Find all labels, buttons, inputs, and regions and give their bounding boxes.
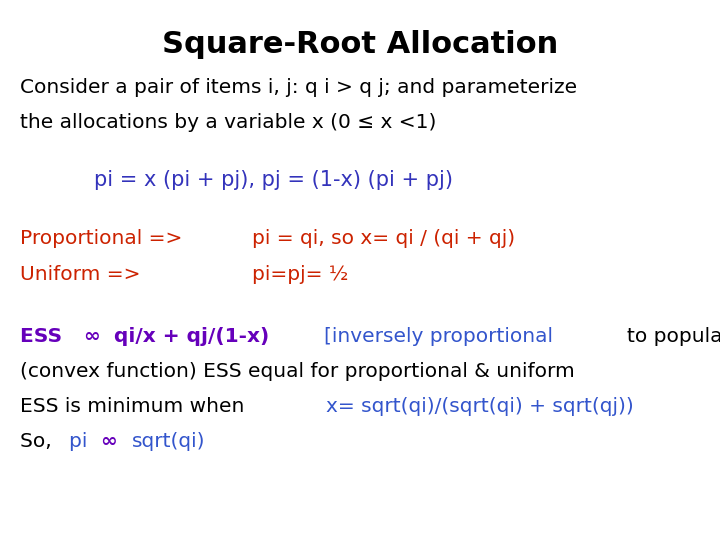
Text: Proportional =>: Proportional => (20, 230, 183, 248)
Text: pi=pj= ½: pi=pj= ½ (252, 265, 348, 284)
Text: Consider a pair of items i, j: q i > q j; and parameterize: Consider a pair of items i, j: q i > q j… (20, 78, 577, 97)
Text: sqrt(qi): sqrt(qi) (132, 432, 205, 451)
Text: So,: So, (20, 432, 58, 451)
Text: Uniform =>: Uniform => (20, 265, 140, 284)
Text: x= sqrt(qi)/(sqrt(qi) + sqrt(qj)): x= sqrt(qi)/(sqrt(qi) + sqrt(qj)) (326, 397, 634, 416)
Text: pi: pi (69, 432, 94, 451)
Text: qi/x + qj/(1-x): qi/x + qj/(1-x) (114, 327, 276, 346)
Text: pi = x (pi + pj), pj = (1-x) (pi + pj): pi = x (pi + pj), pj = (1-x) (pi + pj) (94, 170, 453, 190)
Text: (convex function) ESS equal for proportional & uniform: (convex function) ESS equal for proporti… (20, 362, 575, 381)
Text: ESS: ESS (20, 327, 69, 346)
Text: [inversely proportional: [inversely proportional (323, 327, 559, 346)
Text: to population]: to population] (627, 327, 720, 346)
Text: pi = qi, so x= qi / (qi + qj): pi = qi, so x= qi / (qi + qj) (252, 230, 515, 248)
Text: ∞: ∞ (102, 432, 125, 451)
Text: Square-Root Allocation: Square-Root Allocation (162, 30, 558, 59)
Text: ESS is minimum when: ESS is minimum when (20, 397, 257, 416)
Text: ∞: ∞ (84, 327, 107, 346)
Text: the allocations by a variable x (0 ≤ x <1): the allocations by a variable x (0 ≤ x <… (20, 113, 436, 132)
